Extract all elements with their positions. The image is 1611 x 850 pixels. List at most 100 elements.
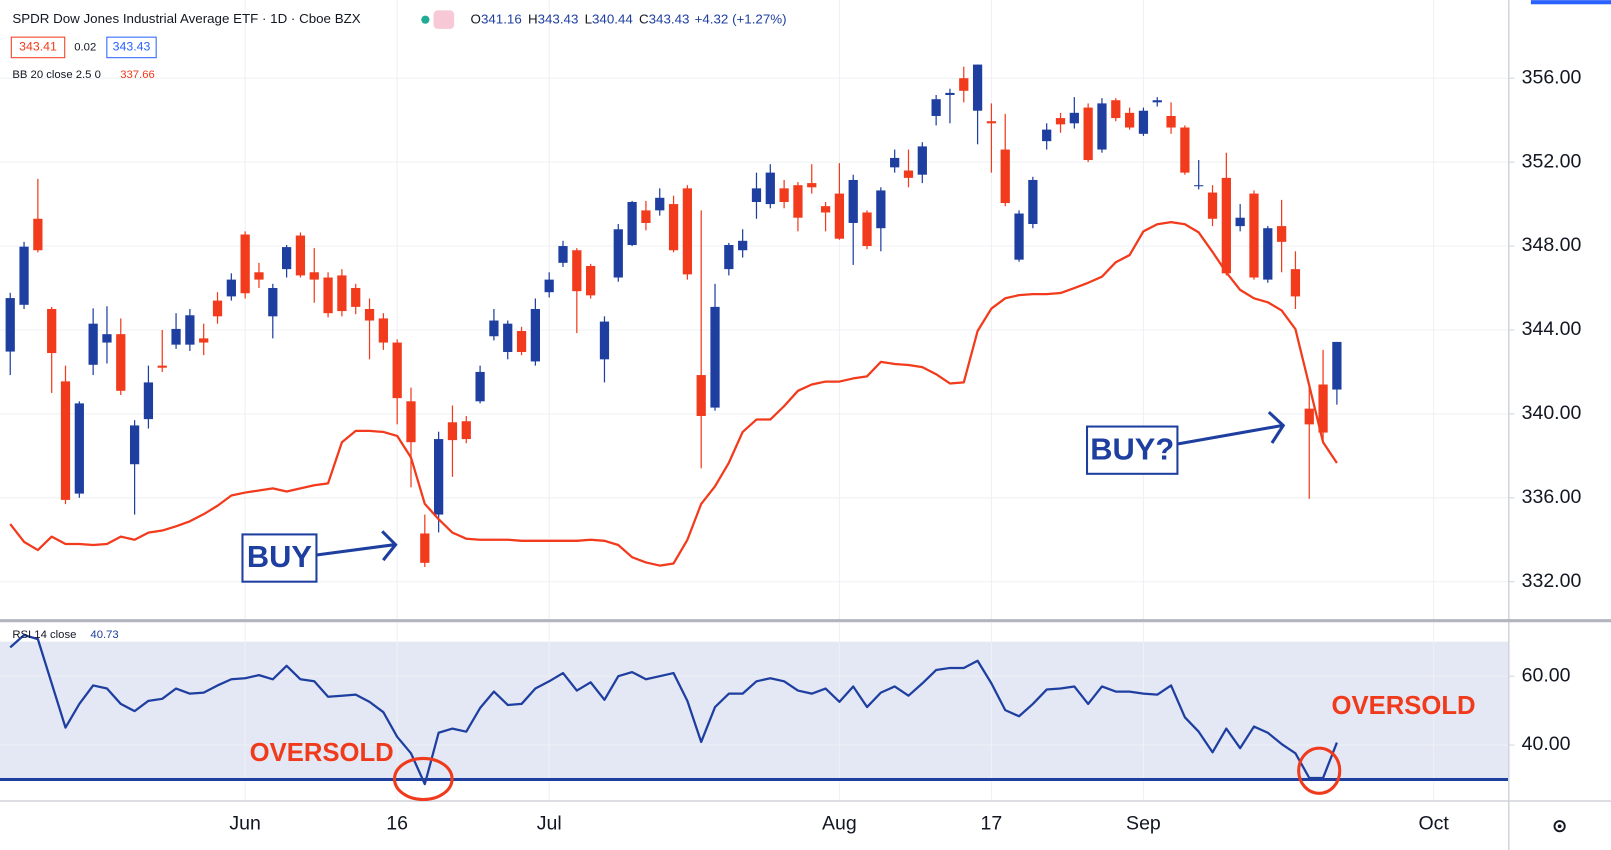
y-tick-label: 340.00 (1522, 402, 1582, 424)
candle-body (1083, 107, 1093, 161)
y-tick-label: 352.00 (1522, 150, 1582, 172)
y-tick-label: 336.00 (1522, 486, 1582, 508)
candle-body (834, 193, 845, 239)
bb-legend[interactable]: BB 20 close 2.5 0 (12, 69, 101, 81)
candle-body (738, 240, 748, 251)
candle-body (309, 272, 319, 280)
x-tick-label: Jun (229, 812, 260, 834)
candle-body (890, 157, 900, 168)
candle-body (88, 323, 98, 365)
status-dot (421, 15, 430, 24)
candle-body (489, 320, 499, 337)
candle-body (1152, 100, 1162, 103)
y-tick-label: 344.00 (1522, 318, 1582, 340)
annotation-arrow (1177, 411, 1286, 446)
toolbar-edge (1530, 0, 1611, 5)
ohlc-value: 341.16 (481, 11, 522, 26)
candle-body (544, 279, 554, 293)
candle-body (655, 197, 665, 211)
candle-body (129, 425, 140, 465)
candle-body (1304, 408, 1314, 425)
y-tick-label: 348.00 (1522, 234, 1582, 256)
candle-body (1069, 112, 1079, 124)
candle-body (1180, 127, 1190, 173)
candle-body (1124, 112, 1135, 128)
candle-body (1249, 193, 1259, 278)
candle-body (212, 300, 223, 317)
x-tick-label: Oct (1418, 812, 1449, 834)
candle-body (434, 439, 444, 515)
rsi-legend[interactable]: RSI 14 close (12, 629, 76, 641)
indicator-line (9, 220, 1338, 567)
settings-icon[interactable] (1553, 820, 1566, 833)
annotation: OVERSOLD (1332, 692, 1476, 720)
candle-body (917, 146, 927, 175)
candle-body (5, 298, 15, 352)
candle-body (461, 421, 471, 440)
ohlc-label: C (639, 11, 649, 26)
candle-body (281, 247, 292, 270)
candle-body (1318, 384, 1328, 433)
candle-body (613, 229, 623, 278)
candle-body (475, 371, 485, 402)
candle-body (876, 190, 886, 229)
candle-body (420, 533, 430, 563)
candle-body (364, 308, 375, 321)
candle-body (378, 318, 388, 343)
ohlc-line: O341.16 H343.43 L340.44 C343.43 +4.32 (+1.27… (471, 11, 787, 26)
rsi-legend-value: 40.73 (90, 629, 118, 641)
candle-body (696, 375, 706, 416)
candle-body (226, 279, 236, 297)
candle-body (185, 315, 195, 345)
x-tick-label: Jul (537, 812, 562, 834)
candle-body (1138, 110, 1149, 134)
ask-box[interactable] (106, 36, 157, 59)
indicator-line (9, 633, 1338, 786)
candle-body (793, 185, 803, 218)
candle-body (1290, 269, 1301, 297)
candle-body (60, 381, 71, 500)
candle-body (586, 265, 596, 296)
marks (0, 64, 1509, 786)
candle-body (116, 334, 126, 391)
candle-body (682, 188, 693, 275)
ohlc-label: O (471, 11, 481, 26)
annotation-arrow (316, 530, 398, 562)
candle-body (599, 321, 610, 360)
candle-body (102, 334, 112, 343)
annotation: OVERSOLD (250, 739, 394, 767)
rsi-band (0, 641, 1509, 780)
annotation: BUY (247, 539, 313, 574)
ohlc-label: H (528, 11, 538, 26)
candle-body (710, 306, 720, 408)
highlight-circle (392, 756, 454, 802)
candle-body (751, 188, 762, 202)
candle-body (1194, 185, 1204, 187)
candle-body (848, 179, 858, 223)
ohlc-value: 343.43 (538, 11, 579, 26)
ohlc-value: 340.44 (592, 11, 633, 26)
bid-price: 343.41 (19, 40, 57, 54)
highlight-circle (1297, 746, 1342, 795)
candle-body (1111, 100, 1121, 119)
candle-body (627, 201, 637, 245)
candle-body (820, 206, 831, 213)
symbol-title[interactable]: SPDR Dow Jones Industrial Average ETF · … (12, 11, 360, 26)
candle-body (668, 204, 679, 251)
candle-body (392, 342, 402, 399)
candle-body (530, 308, 540, 362)
annotation-box (241, 533, 318, 583)
candle-body (807, 183, 817, 188)
ohlc-label: L (585, 11, 592, 26)
candle-body (337, 275, 347, 312)
candle-body (323, 277, 333, 314)
candle-body (779, 188, 789, 202)
candle-body (143, 382, 154, 420)
candle-body (931, 99, 941, 116)
candle-body (641, 210, 651, 223)
labels: 332.00 336.00 340.00 344.00 348.00 352.00 356.… (229, 66, 1581, 834)
candle-body (268, 288, 278, 317)
bid-box[interactable] (10, 36, 66, 59)
candle-body (33, 218, 43, 251)
candle-body (724, 244, 734, 270)
